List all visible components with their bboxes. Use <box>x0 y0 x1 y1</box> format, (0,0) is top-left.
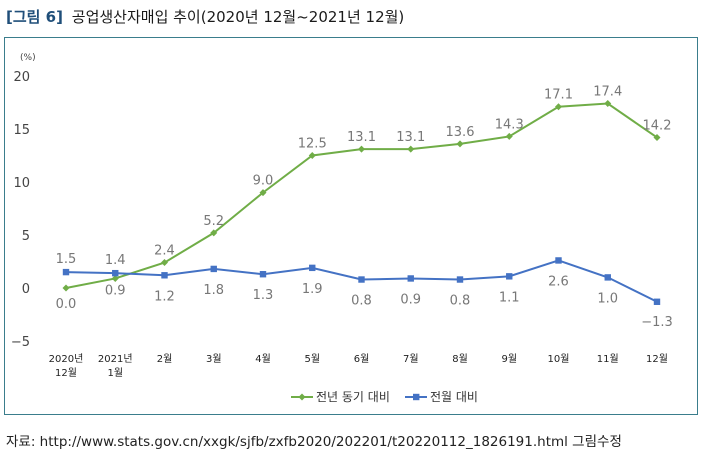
data-label-yoy: 14.2 <box>643 118 672 133</box>
data-label-yoy: 13.6 <box>446 125 475 140</box>
data-point-yoy <box>308 152 316 159</box>
x-tick-label: 12월 <box>646 353 668 365</box>
data-label-yoy: 12.5 <box>298 137 327 152</box>
data-point-mom <box>407 275 414 282</box>
data-point-mom <box>555 257 562 264</box>
legend-label-mom: 전월 대비 <box>430 390 478 404</box>
legend-label-yoy: 전년 동기 대비 <box>316 390 390 404</box>
data-point-yoy <box>210 229 218 237</box>
figure-label: [그림 6] <box>6 8 63 26</box>
data-point-yoy <box>456 140 464 148</box>
y-tick-label: 20 <box>13 70 30 85</box>
data-point-yoy <box>161 259 168 267</box>
y-tick-label: −5 <box>11 335 30 350</box>
data-label-mom: 0.8 <box>351 294 372 309</box>
data-point-yoy <box>505 132 513 140</box>
data-point-yoy <box>604 100 612 108</box>
chart-frame <box>4 37 698 415</box>
data-label-mom: −1.3 <box>641 315 673 330</box>
data-point-mom <box>358 276 365 283</box>
x-tick-label: 9월 <box>501 353 517 365</box>
figure-title-text: 공업생산자매입 추이(2020년 12월~2021년 12월) <box>71 8 405 26</box>
x-tick-label: 3월 <box>206 353 222 365</box>
data-point-mom <box>653 298 661 305</box>
data-label-mom: 1.0 <box>597 291 618 306</box>
data-label-mom: 0.9 <box>400 292 421 307</box>
data-label-yoy: 9.0 <box>253 174 274 189</box>
data-point-yoy <box>653 133 661 141</box>
data-point-mom <box>456 276 464 283</box>
x-tick-label: 2020년 <box>49 353 84 365</box>
x-tick-label: 2월 <box>157 353 173 365</box>
y-tick-label: 15 <box>13 123 30 138</box>
data-label-yoy: 17.4 <box>593 85 622 100</box>
legend-marker-mom <box>413 393 420 401</box>
line-chart: (%) −5 0 5 10 15 20 2020년 12월 2021년 1월 2월 3월 4월 5월 6월 7월… <box>11 53 673 404</box>
data-label-yoy: 2.4 <box>154 244 175 259</box>
data-label-yoy: 13.1 <box>396 130 425 145</box>
legend-marker-yoy <box>298 393 306 401</box>
data-point-mom <box>62 268 70 276</box>
data-label-mom: 1.9 <box>302 282 323 297</box>
data-point-mom <box>161 272 168 279</box>
y-tick-label: 0 <box>22 282 30 297</box>
data-label-mom: 1.8 <box>203 283 224 298</box>
data-label-mom: 1.2 <box>154 289 175 304</box>
x-tick-label: 10월 <box>548 353 570 365</box>
data-point-mom <box>112 269 119 277</box>
data-label-yoy: 0.0 <box>56 297 77 312</box>
y-tick-label: 5 <box>22 229 30 244</box>
data-label-mom: 2.6 <box>548 274 569 289</box>
x-tick-label: 5월 <box>304 353 320 365</box>
source-note: 자료: http://www.stats.gov.cn/xxgk/sjfb/zx… <box>6 434 622 450</box>
x-tick-label: 6월 <box>354 353 370 365</box>
x-tick-label: 4월 <box>255 353 271 365</box>
data-point-yoy <box>407 145 415 153</box>
x-tick-label: 8월 <box>452 353 468 365</box>
data-point-yoy <box>62 284 70 292</box>
data-point-yoy <box>111 274 119 282</box>
data-point-mom <box>210 265 217 273</box>
data-point-yoy <box>555 103 562 111</box>
data-point-yoy <box>358 145 365 153</box>
data-point-mom <box>506 273 513 280</box>
data-label-yoy: 14.3 <box>495 117 524 132</box>
x-tick-label: 11월 <box>597 353 619 365</box>
data-label-yoy: 5.2 <box>203 214 224 229</box>
figure-title: [그림 6] 공업생산자매입 추이(2020년 12월~2021년 12월) <box>6 6 404 27</box>
x-tick-label: 1월 <box>107 367 123 379</box>
data-label-yoy: 13.1 <box>347 130 376 145</box>
data-label-mom: 1.1 <box>499 290 520 305</box>
data-label-mom: 1.3 <box>253 288 274 303</box>
data-label-mom: 1.4 <box>105 253 126 268</box>
x-tick-label: 2021년 <box>98 353 133 365</box>
data-label-mom: 0.8 <box>450 294 471 309</box>
y-tick-label: 10 <box>13 176 30 191</box>
x-tick-label: 7월 <box>403 353 419 365</box>
y-unit-label: (%) <box>20 53 36 63</box>
data-point-mom <box>309 264 316 272</box>
data-point-yoy <box>259 189 267 197</box>
data-label-yoy: 0.9 <box>105 283 126 298</box>
data-label-yoy: 17.1 <box>544 88 573 103</box>
data-point-mom <box>259 271 267 278</box>
x-tick-label: 12월 <box>55 367 77 379</box>
data-label-mom: 1.5 <box>56 252 77 267</box>
data-point-mom <box>604 274 611 281</box>
